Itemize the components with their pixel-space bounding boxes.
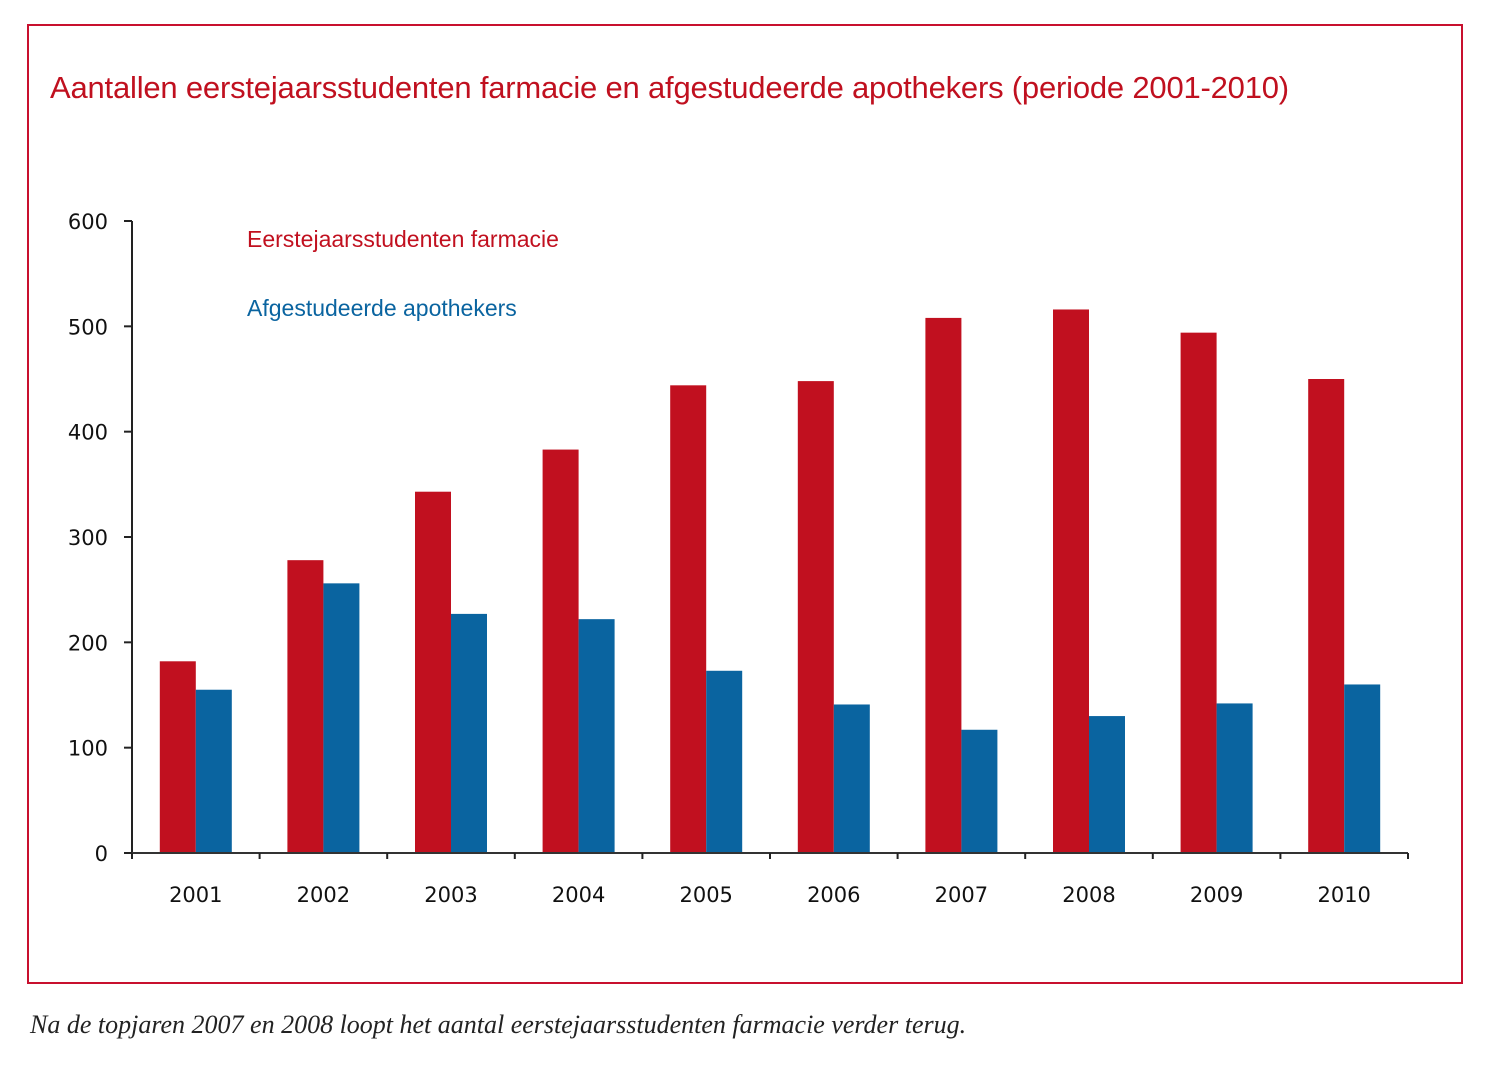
- legend: Eerstejaarsstudenten farmacie Afgestudee…: [247, 226, 559, 321]
- x-tick-label: 2002: [297, 883, 350, 907]
- bar-eerstejaars-2003: [415, 491, 451, 853]
- y-tick-label: 600: [68, 210, 108, 234]
- legend-entry-eerstejaars: Eerstejaarsstudenten farmacie: [247, 226, 559, 252]
- y-tick-label: 500: [68, 315, 108, 339]
- x-tick-label: 2003: [424, 883, 477, 907]
- y-tick-label: 0: [95, 842, 108, 866]
- x-tick-label: 2009: [1190, 883, 1243, 907]
- x-tick-label: 2006: [807, 883, 860, 907]
- bar-afgestudeerd-2002: [323, 583, 360, 853]
- bar-eerstejaars-2005: [670, 385, 707, 853]
- x-tick-label: 2001: [169, 883, 222, 907]
- bar-eerstejaars-2006: [797, 381, 834, 853]
- bar-afgestudeerd-2008: [1089, 716, 1125, 853]
- bar-afgestudeerd-2003: [451, 613, 487, 853]
- y-tick-label: 200: [68, 631, 108, 655]
- bar-afgestudeerd-2007: [961, 729, 998, 853]
- bar-eerstejaars-2008: [1053, 309, 1089, 854]
- bar-afgestudeerd-2009: [1216, 703, 1253, 853]
- bar-eerstejaars-2001: [159, 661, 196, 853]
- bar-eerstejaars-2004: [542, 449, 579, 853]
- x-tick-label: 2004: [552, 883, 605, 907]
- bar-afgestudeerd-2004: [578, 619, 615, 853]
- bar-eerstejaars-2009: [1180, 332, 1217, 853]
- x-tick-label: 2010: [1317, 883, 1370, 907]
- bar-afgestudeerd-2010: [1344, 684, 1381, 853]
- x-tick-label: 2007: [935, 883, 988, 907]
- bar-eerstejaars-2007: [925, 317, 962, 853]
- y-tick-label: 300: [68, 526, 108, 550]
- bar-eerstejaars-2002: [287, 560, 324, 853]
- bar-afgestudeerd-2005: [706, 670, 743, 853]
- y-ticks: 0 100 200 300 400 500 600: [68, 210, 132, 866]
- x-tick-label: 2005: [679, 883, 732, 907]
- chart-frame: [27, 24, 1463, 984]
- x-tick-label: 2008: [1062, 883, 1115, 907]
- chart-title: Aantallen eerstejaarsstudenten farmacie …: [50, 70, 1289, 105]
- bars-layer: [159, 309, 1381, 854]
- bar-afgestudeerd-2001: [195, 689, 232, 853]
- legend-entry-afgestudeerd: Afgestudeerde apothekers: [247, 295, 517, 321]
- figure-caption: Na de topjaren 2007 en 2008 loopt het aa…: [30, 1010, 967, 1039]
- y-tick-label: 100: [68, 737, 108, 761]
- bar-afgestudeerd-2006: [833, 704, 870, 853]
- x-ticks: 2001 2002 2003 2004 2005 2006 2007 2008 2009 2010: [131, 853, 1409, 907]
- y-tick-label: 400: [68, 421, 108, 445]
- bar-eerstejaars-2010: [1308, 379, 1345, 853]
